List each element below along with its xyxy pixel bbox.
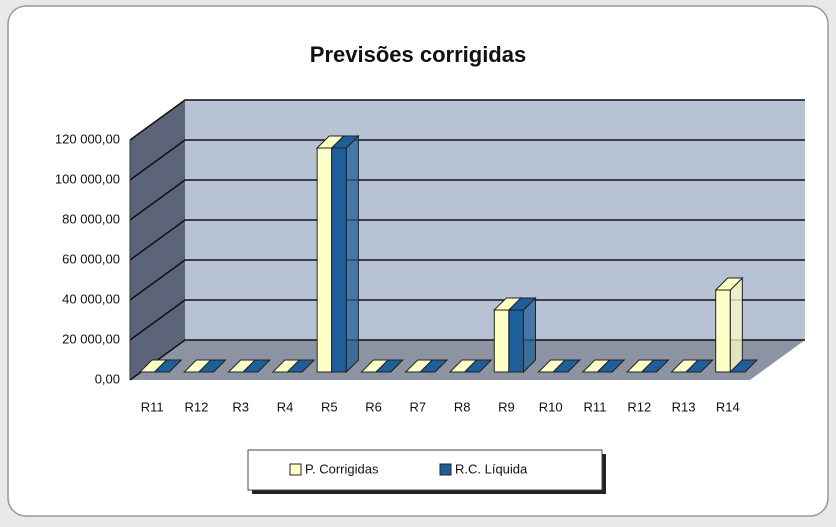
bar-face [715, 289, 731, 373]
x-tick-label: R12 [184, 399, 208, 414]
grid-line [129, 179, 805, 221]
x-tick-label: R9 [498, 399, 515, 414]
x-tick-label: R3 [232, 399, 249, 414]
x-tick-label: R6 [365, 399, 382, 414]
x-tick-label: R8 [454, 399, 471, 414]
legend-label: P. Corrigidas [305, 461, 379, 476]
x-tick-label: R7 [410, 399, 427, 414]
bar-face [714, 277, 744, 291]
x-tick-label: R13 [672, 399, 696, 414]
bar-face [507, 297, 537, 311]
x-tick-label: R11 [141, 399, 164, 414]
bar-face [551, 359, 582, 373]
bar [241, 359, 272, 373]
bar-face [508, 309, 525, 373]
bar [640, 359, 670, 373]
bar-face [153, 359, 183, 373]
grid-line [129, 99, 805, 141]
bar-face [596, 359, 626, 373]
bar [374, 359, 404, 373]
bar [463, 359, 493, 373]
bar-face [316, 147, 333, 373]
bar [714, 276, 744, 374]
bar [551, 359, 582, 373]
y-tick-label: 0,00 [95, 371, 120, 386]
legend-swatch [439, 463, 452, 476]
y-tick-label: 120 000,00 [55, 131, 120, 146]
bar [684, 359, 714, 373]
y-tick-label: 80 000,00 [62, 211, 120, 226]
y-tick-label: 20 000,00 [62, 331, 120, 346]
bar [507, 296, 537, 374]
bar-face [374, 359, 404, 373]
bar-face [330, 135, 360, 149]
grid-line [129, 139, 805, 181]
y-tick-label: 60 000,00 [62, 251, 120, 266]
bar [330, 134, 360, 374]
chart-title: Previsões corrigidas [310, 42, 526, 67]
bar [729, 359, 759, 373]
x-tick-label: R10 [539, 399, 563, 414]
bar-face [640, 359, 670, 373]
bar [419, 359, 449, 373]
x-tick-label: R4 [277, 399, 294, 414]
bar-face [729, 276, 743, 374]
y-tick-label: 40 000,00 [62, 291, 120, 306]
bar [197, 359, 227, 373]
bar-face [493, 309, 510, 373]
y-tick-label: 100 000,00 [55, 171, 120, 186]
bar [153, 359, 183, 373]
bar-face [463, 359, 493, 373]
bar-face [419, 359, 449, 373]
bar-face [241, 359, 272, 373]
bar [596, 359, 626, 373]
x-tick-label: R11 [584, 399, 607, 414]
legend-label: R.C. Líquida [455, 461, 528, 476]
bar-face [345, 134, 359, 374]
bar-face [286, 359, 316, 373]
legend [247, 449, 603, 491]
legend-swatch [289, 463, 302, 476]
bar-face [729, 359, 759, 373]
x-tick-label: R5 [321, 399, 338, 414]
grid-line [129, 299, 805, 341]
bar-face [684, 359, 714, 373]
grid-line [129, 259, 805, 301]
bar [286, 359, 316, 373]
bar-face [523, 296, 537, 374]
bar-face [197, 359, 227, 373]
bar-face [331, 147, 347, 373]
grid-line [129, 219, 805, 261]
x-tick-label: R14 [716, 399, 740, 414]
x-tick-label: R12 [627, 399, 651, 414]
